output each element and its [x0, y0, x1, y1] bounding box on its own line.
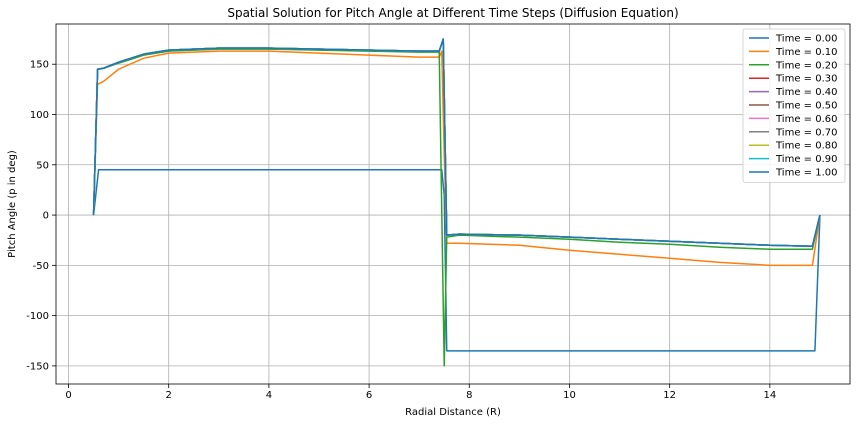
x-axis-label: Radial Distance (R) — [405, 407, 501, 418]
x-tick-label: 6 — [366, 390, 372, 401]
y-tick-label: 100 — [30, 110, 49, 121]
grid — [56, 24, 850, 384]
x-tick-label: 4 — [266, 390, 272, 401]
legend-entry: Time = 0.90 — [775, 154, 837, 165]
y-tick-label: -150 — [26, 361, 49, 372]
y-axis: -150 -100 -50 0 50 100 150 — [26, 60, 56, 372]
legend-entry: Time = 0.10 — [775, 47, 837, 58]
legend-entry: Time = 0.60 — [775, 114, 837, 125]
legend-entry: Time = 0.20 — [775, 60, 837, 71]
legend: Time = 0.00 Time = 0.10 Time = 0.20 Time = … — [742, 28, 846, 183]
series-line-2 — [92, 48, 821, 367]
y-axis-label: Pitch Angle (p in deg) — [7, 150, 18, 258]
series-line-1 — [92, 50, 821, 267]
y-tick-label: 150 — [30, 60, 49, 71]
legend-entry: Time = 0.00 — [775, 34, 837, 45]
x-tick-label: 12 — [663, 390, 676, 401]
x-tick-label: 14 — [763, 390, 776, 401]
y-tick-label: 50 — [36, 160, 49, 171]
x-tick-label: 10 — [563, 390, 576, 401]
x-tick-label: 0 — [65, 390, 71, 401]
legend-entry: Time = 0.80 — [775, 141, 837, 152]
x-tick-label: 2 — [166, 390, 172, 401]
x-axis: 0 2 4 6 8 10 12 14 — [65, 384, 776, 401]
series-line-10 — [92, 38, 821, 247]
y-tick-label: -100 — [26, 311, 49, 322]
y-tick-label: 0 — [43, 211, 49, 222]
series-lines — [92, 38, 821, 367]
x-tick-label: 8 — [466, 390, 472, 401]
plot-frame — [55, 23, 851, 385]
legend-box — [742, 28, 846, 183]
legend-entry: Time = 1.00 — [775, 168, 837, 179]
chart-title: Spatial Solution for Pitch Angle at Diff… — [227, 6, 678, 20]
legend-entry: Time = 0.30 — [775, 74, 837, 85]
legend-entry: Time = 0.50 — [775, 101, 837, 112]
legend-entry: Time = 0.70 — [775, 127, 837, 138]
series-line-0 — [92, 169, 821, 352]
y-tick-label: -50 — [33, 261, 49, 272]
legend-entry: Time = 0.40 — [775, 87, 837, 98]
